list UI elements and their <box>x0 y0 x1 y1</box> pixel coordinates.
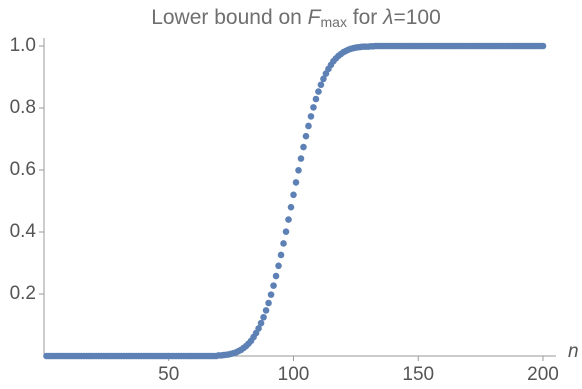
point <box>302 132 310 140</box>
y-tick-label: 1.0 <box>10 35 36 56</box>
point <box>300 143 307 151</box>
point <box>297 155 305 162</box>
x-tick-label: 100 <box>278 364 310 385</box>
y-tick-label: 0.2 <box>10 283 36 304</box>
point <box>275 262 282 270</box>
point <box>539 42 547 50</box>
x-tick-label: 50 <box>158 364 179 385</box>
y-tick-label: 0.6 <box>10 159 36 180</box>
point <box>267 291 275 298</box>
title-part: F <box>308 6 322 29</box>
point <box>270 282 277 289</box>
point <box>315 88 322 95</box>
point <box>305 122 312 130</box>
x-tick-label: 150 <box>402 364 434 385</box>
point <box>272 272 280 280</box>
point <box>260 313 267 321</box>
point <box>317 81 325 89</box>
point <box>295 167 302 174</box>
title-part: for <box>347 6 383 29</box>
point <box>262 307 270 314</box>
title-part: Lower bound on <box>151 6 307 29</box>
chart-title: Lower bound on Fmax for λ=100 <box>151 6 441 30</box>
point <box>265 299 272 307</box>
point <box>320 75 327 83</box>
point <box>290 191 297 199</box>
point <box>255 325 262 332</box>
title-part: max <box>321 14 347 30</box>
x-tick-label: 200 <box>527 364 559 385</box>
point <box>312 95 320 103</box>
point <box>292 179 300 186</box>
point <box>310 104 317 111</box>
point <box>307 113 315 120</box>
point <box>287 203 295 211</box>
y-tick-label: 0.8 <box>10 97 36 118</box>
point <box>282 228 290 235</box>
y-tick-label: 0.4 <box>10 221 37 242</box>
point <box>257 319 265 327</box>
title-part: =100 <box>393 6 440 29</box>
x-axis-label: n <box>568 341 579 362</box>
point <box>277 251 285 259</box>
point <box>285 216 292 223</box>
title-part: λ <box>382 6 393 29</box>
point <box>280 240 287 247</box>
